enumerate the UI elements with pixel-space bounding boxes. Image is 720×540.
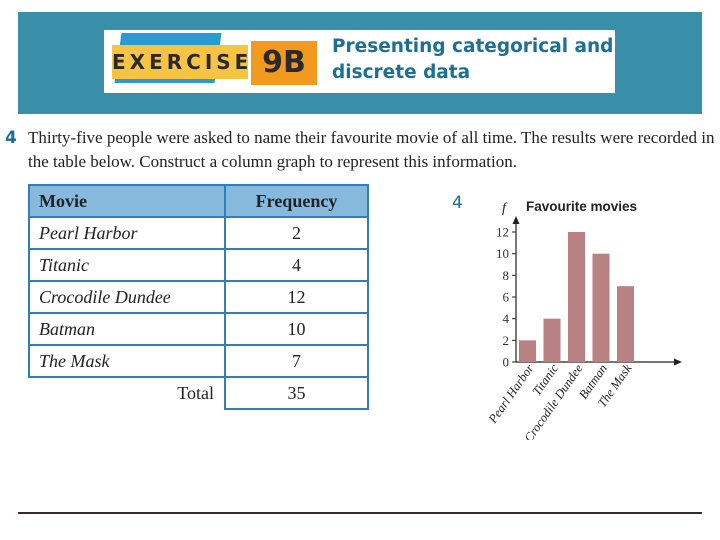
header-frequency: Frequency <box>224 184 369 218</box>
exercise-number: 9B <box>251 41 317 85</box>
question-number: 4 <box>5 128 17 148</box>
y-tick-label: 4 <box>503 311 510 326</box>
bar <box>543 318 561 362</box>
answer-number: 4 <box>452 193 463 213</box>
frequency-cell: 4 <box>224 248 369 282</box>
table-row: Titanic 4 <box>28 248 369 282</box>
y-tick-label: 10 <box>496 246 509 261</box>
frequency-cell: 12 <box>224 280 369 314</box>
favourite-movies-chart: Favourite movies f 0 2 4 6 8 10 12 Pearl Harbor… <box>485 199 682 440</box>
header-movie: Movie <box>28 184 226 218</box>
movie-cell: Batman <box>28 312 226 346</box>
total-label: Total <box>29 376 226 409</box>
question-text: Thirty-five people were asked to name th… <box>28 128 715 171</box>
table-total-row: Total 35 <box>29 376 369 410</box>
bottom-rule <box>18 512 702 514</box>
y-axis-arrow <box>512 216 520 224</box>
bar <box>568 232 585 362</box>
exercise-title: Presenting categorical and discrete data <box>332 36 614 83</box>
y-tick-label: 0 <box>503 355 510 370</box>
exercise-banner: EXERCISE 9B Presenting categorical and d… <box>104 30 615 93</box>
frequency-cell: 7 <box>224 344 369 378</box>
bar <box>592 253 610 362</box>
y-tick-label: 6 <box>503 290 510 305</box>
bar <box>617 286 634 362</box>
table-row: Crocodile Dundee 12 <box>28 280 369 314</box>
total-value: 35 <box>224 376 369 410</box>
exercise-badge: EXERCISE 9B <box>108 33 318 90</box>
chart-title: Favourite movies <box>526 199 637 214</box>
movie-cell: The Mask <box>28 344 226 378</box>
x-tick-label: Pearl Harbor <box>485 362 536 427</box>
bar <box>519 340 536 362</box>
frequency-table: Movie Frequency Pearl Harbor 2 Titanic 4… <box>28 184 369 410</box>
frequency-cell: 2 <box>224 216 369 250</box>
y-tick-label: 2 <box>503 333 510 348</box>
movie-cell: Pearl Harbor <box>28 216 226 250</box>
table-row: The Mask 7 <box>28 344 369 378</box>
exercise-word: EXERCISE <box>112 45 248 79</box>
table-row: Batman 10 <box>28 312 369 346</box>
movie-cell: Crocodile Dundee <box>28 280 226 314</box>
table-header-row: Movie Frequency <box>28 184 369 218</box>
table-row: Pearl Harbor 2 <box>28 216 369 250</box>
y-tick-label: 8 <box>503 268 510 283</box>
frequency-cell: 10 <box>224 312 369 346</box>
x-axis-arrow <box>674 358 682 366</box>
movie-cell: Titanic <box>28 248 226 282</box>
y-tick-label: 12 <box>496 225 509 240</box>
y-axis-label: f <box>502 201 508 216</box>
